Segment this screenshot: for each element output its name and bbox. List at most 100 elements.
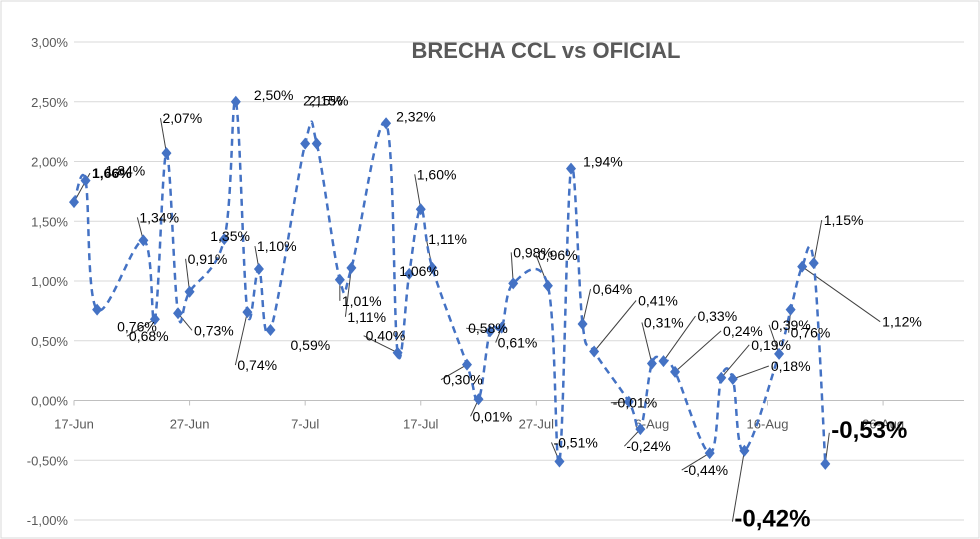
data-point (623, 395, 634, 408)
x-tick-label: 27-Jul (519, 417, 555, 432)
data-point (80, 174, 91, 187)
label-leader (593, 300, 637, 352)
data-point (485, 325, 496, 338)
data-point (334, 273, 345, 286)
data-point (785, 303, 796, 316)
label-leader (720, 344, 750, 379)
data-label: 0,73% (194, 322, 234, 338)
data-point (230, 95, 241, 108)
data-label: 0,61% (498, 335, 538, 351)
data-label: 2,32% (396, 108, 436, 124)
data-point (427, 261, 438, 274)
data-point (92, 303, 103, 316)
data-label: 1,01% (342, 293, 382, 309)
label-leader (768, 324, 780, 355)
y-tick-label: 0,50% (31, 334, 68, 349)
data-label: 1,11% (428, 231, 467, 247)
data-point (242, 306, 253, 319)
data-label: 0,39% (771, 317, 811, 333)
data-point (161, 147, 172, 160)
data-label: 2,07% (162, 110, 202, 126)
label-leader (813, 219, 823, 264)
data-label: 1,11% (347, 309, 386, 325)
data-label: -0,01% (613, 395, 657, 411)
x-tick-label: 27-Jun (170, 417, 210, 432)
data-label: 2,15% (303, 93, 343, 109)
y-tick-label: 3,00% (31, 35, 68, 50)
data-point (265, 323, 276, 336)
data-point (253, 263, 264, 276)
data-label: 0,58% (468, 320, 508, 336)
data-point (542, 279, 553, 292)
data-label: 0,19% (751, 337, 791, 353)
data-label: -0,44% (684, 462, 728, 478)
y-tick-label: -0,50% (27, 453, 69, 468)
data-label: 1,60% (417, 166, 457, 182)
data-labels: 1,66%1,84% 0,76% 1,34% 0,68% 2,07% 0,73% 0,91%… (92, 87, 922, 533)
data-point (739, 444, 750, 457)
data-label: 0,76% (791, 325, 831, 341)
y-tick-label: -1,00% (27, 513, 69, 528)
data-point (704, 447, 715, 460)
data-point (149, 313, 160, 326)
data-label: 2,15% (309, 93, 349, 109)
data-point (496, 321, 507, 334)
data-label: -0,51% (553, 434, 597, 450)
data-label: 1,66% (92, 165, 132, 181)
chart-title: BRECHA CCL vs OFICIAL (412, 38, 681, 63)
y-tick-label: 1,00% (31, 274, 68, 289)
label-leader (681, 452, 710, 471)
data-label: 0,74% (237, 357, 277, 373)
x-tick-label: 7-Jul (291, 417, 319, 432)
data-point (716, 371, 727, 384)
data-point (173, 307, 184, 320)
data-label: 0,64% (593, 281, 633, 297)
label-leader (363, 335, 398, 354)
data-point (797, 260, 808, 273)
data-label: 0,18% (771, 358, 811, 374)
data-label: 0,68% (129, 328, 169, 344)
label-leader (641, 322, 653, 364)
label-leader (582, 288, 592, 325)
label-leader (414, 174, 422, 210)
data-label: 0,76% (117, 319, 157, 335)
data-label: 1,84% (106, 163, 146, 179)
data-point (473, 393, 484, 406)
data-point (658, 355, 669, 368)
data-label: 0,01% (473, 408, 513, 424)
data-point (461, 358, 472, 371)
data-label: 1,94% (583, 154, 623, 170)
data-label: 0,59% (290, 337, 330, 353)
data-label: 0,96% (538, 247, 578, 263)
data-point (508, 277, 519, 290)
highlight-label: -0,53% (831, 417, 907, 444)
y-axis-ticks: 3,00% 2,50% 2,00% 1,50% 1,00% 0,50% 0,00% -0,50… (27, 35, 69, 528)
data-point (415, 203, 426, 216)
data-label: 1,15% (824, 212, 864, 228)
gridlines (74, 41, 964, 521)
data-label: 1,06% (399, 263, 439, 279)
highlight-label: -0,42% (734, 506, 810, 533)
data-label: 1,10% (257, 238, 297, 254)
data-markers (69, 95, 831, 470)
data-point (404, 267, 415, 280)
x-tick-label: 17-Jun (54, 417, 94, 432)
data-point (670, 365, 681, 378)
data-point (808, 257, 819, 270)
data-point (381, 117, 392, 130)
data-point (138, 234, 149, 247)
label-leader (234, 311, 248, 366)
y-tick-label: 0,00% (31, 394, 68, 409)
data-label: 0,30% (443, 372, 483, 388)
data-point (219, 233, 230, 246)
data-point (184, 285, 195, 298)
data-label: 0,31% (644, 314, 684, 330)
data-point (346, 261, 357, 274)
label-leader (663, 315, 696, 362)
data-label: 0,41% (638, 293, 678, 309)
data-label: 1,34% (139, 209, 179, 225)
data-label: 0,98% (513, 244, 553, 260)
